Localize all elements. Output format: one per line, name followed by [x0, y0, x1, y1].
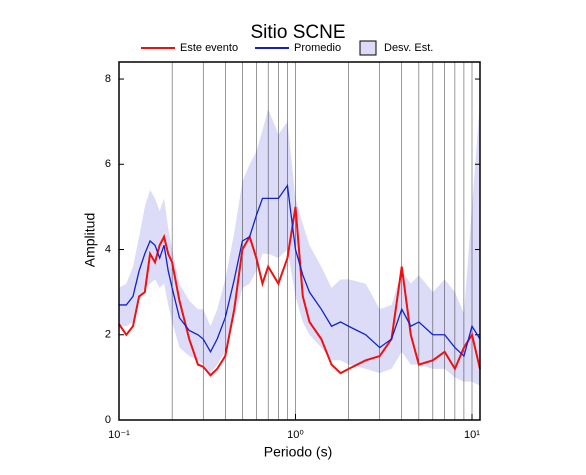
- x-axis-label: Periodo (s): [264, 444, 332, 460]
- x-tick-label: 10⁰: [287, 429, 304, 441]
- legend-label: Este evento: [180, 42, 238, 54]
- chart-title: Sitio SCNE: [250, 22, 345, 43]
- y-tick-label: 4: [105, 243, 111, 255]
- series-line: [118, 206, 481, 377]
- y-tick-label: 0: [105, 414, 111, 426]
- legend-label: Promedio: [294, 42, 341, 54]
- std-band: [119, 100, 480, 386]
- y-tick-label: 8: [105, 73, 111, 85]
- legend-swatch: [359, 40, 377, 56]
- y-tick-label: 6: [105, 158, 111, 170]
- y-axis-label: Amplitud: [82, 213, 98, 267]
- x-tick-label: 10¹: [464, 429, 480, 441]
- series-line: [119, 183, 481, 358]
- y-tick-label: 2: [105, 329, 111, 341]
- plot-frame: [118, 61, 481, 421]
- x-tick-label: 10⁻¹: [108, 429, 130, 441]
- legend-label: Desv. Est.: [384, 42, 433, 54]
